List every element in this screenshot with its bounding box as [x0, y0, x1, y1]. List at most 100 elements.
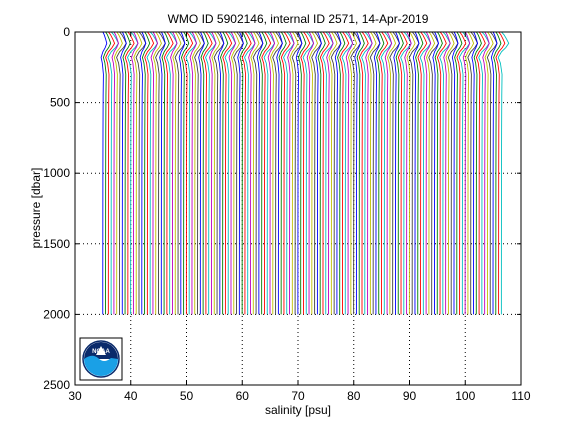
profile-line: [456, 31, 467, 315]
profile-line: [322, 31, 334, 315]
logo-text: NOAA: [92, 349, 110, 355]
profile-line: [361, 31, 373, 315]
profile-line: [224, 31, 237, 315]
profile-line: [183, 31, 194, 315]
profile-line: [278, 31, 287, 315]
profile-line: [484, 31, 494, 315]
profile-line: [291, 31, 303, 315]
x-tick-label: 110: [511, 389, 530, 403]
profile-line: [230, 31, 240, 315]
x-tick-label: 40: [124, 389, 138, 403]
axis-ticks: [74, 31, 522, 386]
profile-line: [387, 31, 397, 315]
profile-line: [389, 31, 400, 315]
profile-line: [376, 31, 385, 315]
profile-line: [259, 31, 268, 315]
profile-line: [194, 31, 205, 315]
profile-line: [166, 31, 178, 315]
profile-line: [120, 31, 127, 315]
profile-line: [233, 31, 244, 315]
profile-line: [447, 31, 459, 315]
profile-line: [465, 31, 475, 315]
profile-line: [406, 31, 416, 315]
profile-line: [436, 31, 447, 315]
profile-line: [155, 31, 166, 315]
profile-line: [302, 31, 315, 315]
x-tick-label: 100: [455, 389, 475, 403]
y-axis-label: pressure [dbar]: [29, 168, 43, 249]
profile-line: [339, 31, 350, 315]
profile-line: [326, 31, 334, 315]
profile-line: [205, 31, 217, 315]
profile-line: [189, 31, 198, 315]
profile-line: [241, 31, 252, 315]
profile-line: [209, 31, 217, 315]
profile-line: [244, 31, 256, 315]
profile-line: [467, 31, 479, 315]
profile-line: [439, 31, 451, 315]
profile-line: [300, 31, 311, 315]
profile-line: [495, 31, 506, 315]
profile-line: [345, 31, 354, 315]
y-tick-labels: 0 500 1000 1500 2000 2500: [43, 25, 70, 392]
profile-line: [334, 31, 342, 315]
x-axis-label: salinity [psu]: [265, 403, 331, 417]
profile-line: [308, 31, 319, 315]
profile-line: [358, 31, 369, 315]
profile-line: [490, 31, 498, 315]
profile-line: [263, 31, 276, 315]
profile-line: [475, 31, 486, 315]
profile-line: [180, 31, 190, 315]
profile-line: [423, 31, 432, 315]
profile-line: [486, 31, 498, 315]
profile-line: [111, 31, 119, 315]
profile-line: [328, 31, 338, 315]
logo-wave: [84, 355, 118, 376]
x-tick-label: 80: [347, 389, 361, 403]
profile-line: [248, 31, 256, 315]
y-tick-label: 0: [63, 25, 70, 39]
logo-gull-icon: [96, 346, 106, 355]
y-tick-label: 2500: [43, 378, 70, 392]
profile-line: [428, 31, 440, 315]
profile-line: [432, 31, 439, 315]
profile-line: [341, 31, 354, 315]
profile-line: [289, 31, 299, 315]
profile-line: [124, 31, 135, 315]
profile-line: [198, 31, 205, 315]
profile-line: [306, 31, 315, 315]
profile-line: [478, 31, 490, 315]
profile-line: [150, 31, 158, 315]
profile-line: [295, 31, 303, 315]
profile-line: [135, 31, 147, 315]
profile-line: [497, 31, 510, 315]
profile-line: [445, 31, 455, 315]
profile-line: [239, 31, 248, 315]
profile-line: [493, 31, 502, 315]
profile-line: [163, 31, 174, 315]
x-tick-label: 60: [236, 389, 250, 403]
profile-line: [174, 31, 186, 315]
profile-line: [213, 31, 225, 315]
profile-line: [133, 31, 143, 315]
profile-line: [267, 31, 276, 315]
profile-line: [191, 31, 201, 315]
profile-line: [419, 31, 432, 315]
x-tick-labels: 30 40 50 60 70 80 90 100 110: [68, 389, 531, 403]
profile-line: [102, 31, 112, 315]
profile-line: [434, 31, 443, 315]
profile-line: [337, 31, 346, 315]
profile-line: [217, 31, 225, 315]
x-tick-label: 90: [403, 389, 417, 403]
profile-line: [252, 31, 264, 315]
profile-line: [107, 31, 120, 315]
profile-line: [462, 31, 471, 315]
profile-line: [298, 31, 307, 315]
profile-line: [315, 31, 322, 315]
chart-title: WMO ID 5902146, internal ID 2571, 14-Apr…: [168, 12, 429, 26]
profile-line: [141, 31, 151, 315]
profile-line: [471, 31, 478, 315]
profile-line: [170, 31, 178, 315]
profile-line: [404, 31, 412, 315]
